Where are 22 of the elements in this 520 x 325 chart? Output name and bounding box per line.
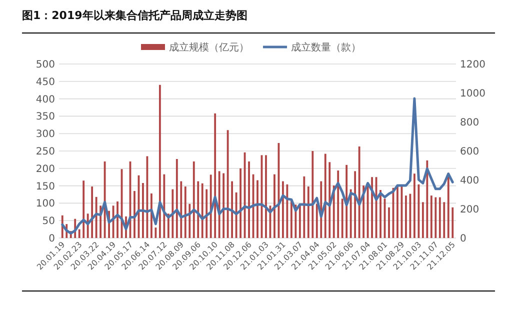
y-tick-label: 50: [42, 216, 55, 228]
y-tick-label: 200: [36, 164, 55, 175]
legend-label: 成立规模（亿元）: [169, 42, 249, 54]
y2-tick-label: 1000: [460, 88, 486, 100]
y-tick-label: 100: [36, 198, 55, 210]
y2-tick-label: 200: [460, 204, 480, 216]
y2-tick-label: 1200: [460, 60, 486, 70]
y-tick-label: 0: [48, 234, 55, 244]
y2-tick-label: 0: [460, 234, 466, 244]
y-tick-label: 300: [36, 129, 55, 140]
y-tick-label: 400: [36, 94, 55, 106]
y-tick-label: 250: [36, 146, 55, 158]
y2-tick-label: 400: [460, 176, 480, 186]
legend-label: 成立数量（款）: [291, 42, 361, 54]
y2-tick-label: 800: [460, 118, 480, 128]
y-tick-label: 450: [36, 76, 55, 88]
y-tick-label: 350: [36, 112, 55, 123]
line-series: [61, 97, 454, 235]
y-tick-label: 500: [36, 60, 55, 70]
chart-title: 图1：2019年以来集合信托产品周成立走势图: [22, 9, 248, 22]
y-tick-label: 150: [36, 181, 55, 192]
y2-tick-label: 600: [460, 146, 480, 158]
